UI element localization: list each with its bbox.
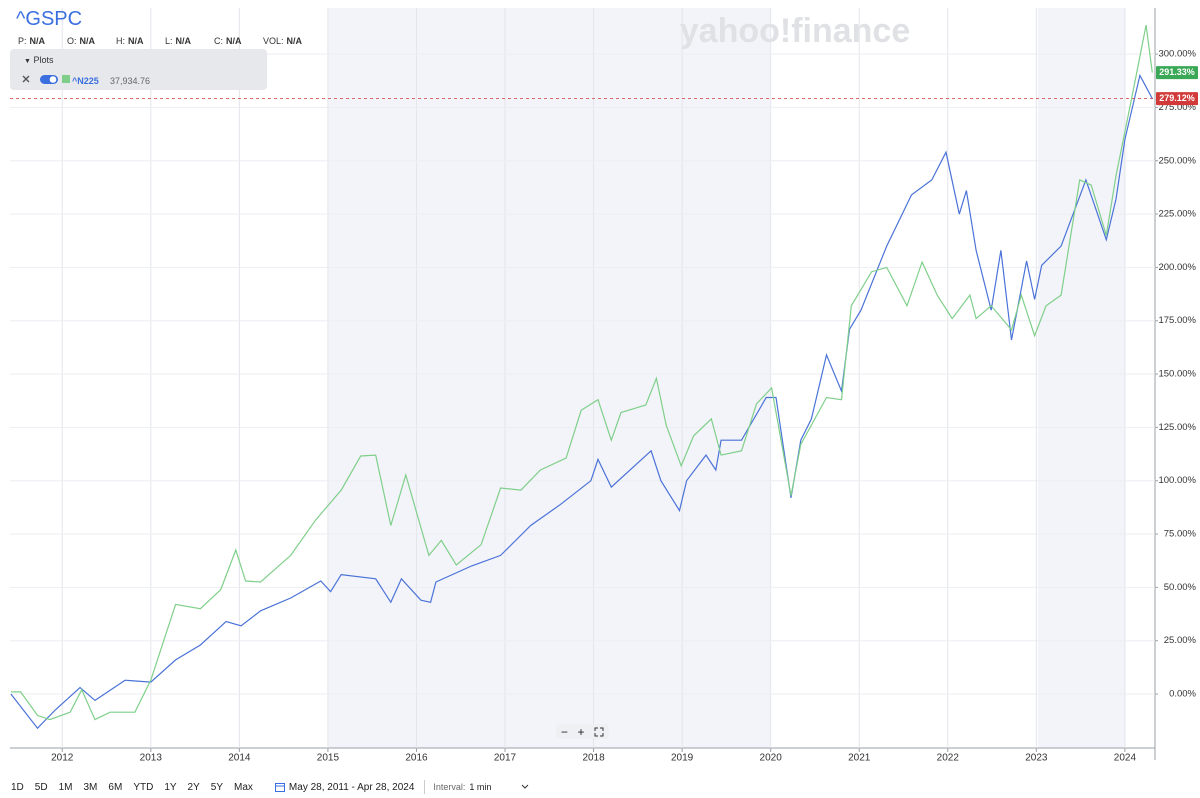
- series-line: [10, 73, 1153, 730]
- y-tick-label: 225.00%: [1158, 209, 1196, 220]
- date-range-button[interactable]: May 28, 2011 - Apr 28, 2024: [274, 781, 415, 793]
- plots-header[interactable]: ▼ Plots: [24, 55, 54, 65]
- toolbar: 1D 5D 1M 3M 6M YTD 1Y 2Y 5Y Max May 28, 2011 - Apr…: [0, 778, 1200, 796]
- ohlc-value: N/A: [128, 36, 144, 46]
- fullscreen-icon: [594, 727, 604, 736]
- zoom-controls: − +: [556, 724, 609, 739]
- calendar-frame: [274, 783, 285, 792]
- toggle-knob: [49, 76, 57, 83]
- plots-title: Plots: [33, 55, 54, 65]
- range-button[interactable]: 3M: [83, 781, 98, 793]
- ohlc-field: VOL: N/A: [263, 36, 312, 46]
- x-tick-label: 2013: [140, 753, 163, 764]
- range-button[interactable]: 5D: [34, 781, 48, 793]
- x-tick-label: 2016: [405, 753, 428, 764]
- range-button[interactable]: 1Y: [164, 781, 177, 793]
- y-tick-label: 125.00%: [1158, 422, 1196, 433]
- ohlc-label: C:: [214, 36, 223, 46]
- ohlc-label: H:: [116, 36, 125, 46]
- date-range: May 28, 2011 - Apr 28, 2024: [288, 781, 415, 793]
- ohlc-field: O: N/A: [67, 36, 116, 46]
- last-value-box: [1156, 66, 1198, 80]
- x-tick-label: 2014: [228, 753, 251, 764]
- y-tick-label: 250.00%: [1158, 155, 1196, 166]
- ohlc-field: L: N/A: [165, 36, 214, 46]
- shaded-band: [328, 8, 770, 748]
- y-tick-label: 275.00%: [1158, 102, 1196, 113]
- ohlc-field: P: N/A: [18, 36, 67, 46]
- x-tick-label: 2015: [317, 753, 340, 764]
- y-tick-label: 100.00%: [1158, 475, 1196, 486]
- y-tick-label: 50.00%: [1164, 582, 1197, 593]
- interval-select[interactable]: Interval: 1 min: [433, 782, 529, 792]
- x-tick-label: 2024: [1114, 753, 1137, 764]
- legend-entry[interactable]: ^N225: [72, 76, 99, 86]
- ohlc-field: C: N/A: [214, 36, 263, 46]
- range-button[interactable]: 6M: [108, 781, 123, 793]
- ohlc-value: N/A: [29, 36, 46, 46]
- ohlc-row: P: N/A O: N/A H: N/A L: N/A C: N/A VOL: N/A: [18, 36, 312, 46]
- ohlc-label: VOL:: [263, 36, 284, 46]
- x-tick-label: 2023: [1025, 753, 1048, 764]
- interval-label: Interval:: [433, 782, 466, 792]
- ohlc-label: O:: [67, 36, 77, 46]
- series-line: [10, 24, 1153, 721]
- shaded-band: [1038, 8, 1125, 748]
- last-value-box: [1156, 92, 1198, 106]
- zoom-button[interactable]: +: [577, 724, 585, 739]
- x-tick-label: 2012: [51, 753, 74, 764]
- chevron: [522, 784, 529, 789]
- interval-value: 1 min: [469, 782, 492, 792]
- ohlc-value: N/A: [286, 36, 303, 46]
- y-tick-label: 200.00%: [1158, 262, 1196, 273]
- chevron-path: [522, 784, 529, 789]
- range-button[interactable]: 2Y: [187, 781, 200, 793]
- y-tick-label: 25.00%: [1164, 635, 1197, 646]
- ohlc-value: N/A: [79, 36, 96, 46]
- plots-panel: ▼ Plots ^N225 37,934.76: [10, 49, 267, 90]
- ohlc-value: N/A: [226, 36, 242, 46]
- ohlc-field: H: N/A: [116, 36, 165, 46]
- divider: [424, 780, 426, 794]
- ohlc-label: L:: [165, 36, 173, 46]
- range-button[interactable]: YTD: [133, 781, 154, 793]
- x-tick-label: 2021: [848, 753, 871, 764]
- y-tick-label: 150.00%: [1158, 369, 1196, 380]
- x-tick-label: 2020: [760, 753, 783, 764]
- range-button[interactable]: 1M: [58, 781, 73, 793]
- y-tick-label: 175.00%: [1158, 315, 1196, 326]
- y-tick-label: 300.00%: [1158, 49, 1196, 60]
- logo: yahoo!finance: [680, 12, 910, 50]
- symbol-title: ^GSPC: [16, 8, 83, 30]
- range-button[interactable]: Max: [234, 781, 253, 793]
- legend-swatch: [62, 75, 70, 83]
- range-button[interactable]: 1D: [11, 781, 24, 793]
- range-button[interactable]: 5Y: [210, 781, 224, 793]
- y-tick-label: 75.00%: [1164, 529, 1197, 540]
- y-tick-label: 0.00%: [1169, 689, 1196, 700]
- ohlc-value: N/A: [175, 36, 192, 46]
- x-tick-label: 2018: [582, 753, 605, 764]
- x-tick-label: 2019: [671, 753, 694, 764]
- last-value-label: 291.33%: [1159, 67, 1195, 77]
- fullscreen-button[interactable]: [594, 727, 604, 737]
- legend-value: 37,934.76: [110, 76, 151, 86]
- last-value-label: 279.12%: [1159, 93, 1195, 103]
- plot-controls: [22, 75, 70, 84]
- x-tick-label: 2022: [937, 753, 960, 764]
- remove-icon[interactable]: [22, 75, 30, 83]
- x-tick-label: 2017: [494, 753, 517, 764]
- calendar-icon: [274, 783, 285, 792]
- ohlc-label: P:: [18, 36, 27, 46]
- zoom-button[interactable]: −: [560, 724, 568, 739]
